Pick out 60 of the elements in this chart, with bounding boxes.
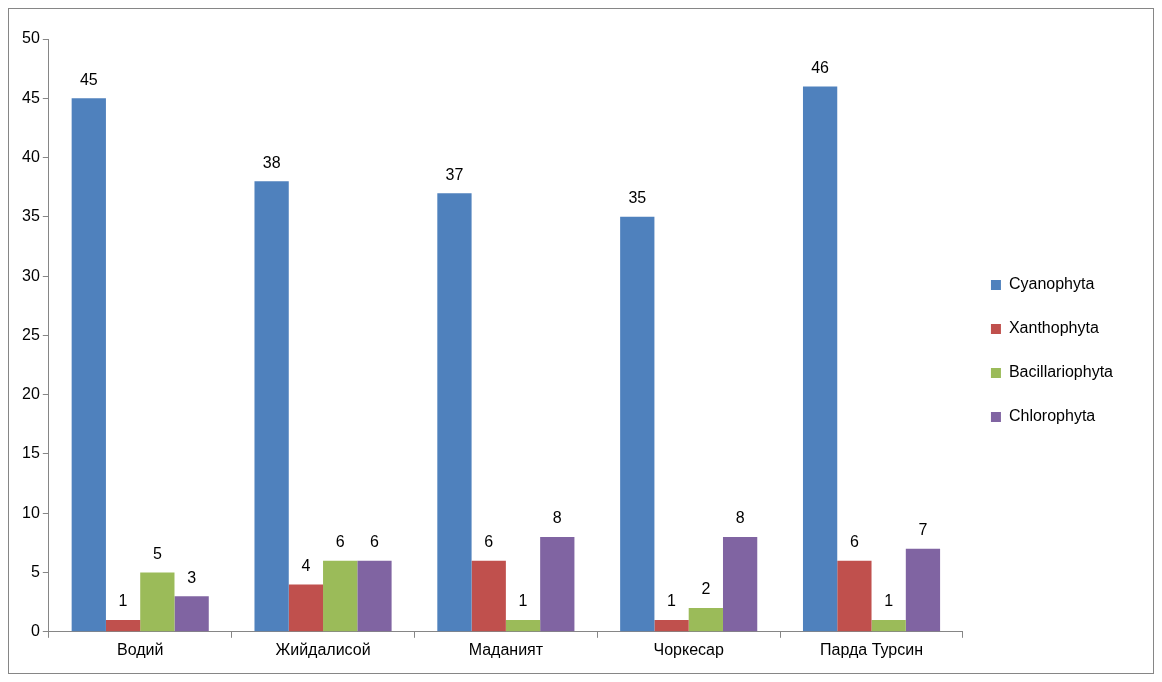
bar xyxy=(105,619,141,632)
bar xyxy=(174,596,209,632)
data-label: 1 xyxy=(667,592,677,610)
y-tick-label: 5 xyxy=(30,562,40,580)
x-tick-label: Парда Турсин xyxy=(820,640,924,658)
data-label: 2 xyxy=(701,580,711,598)
data-label: 6 xyxy=(370,533,380,551)
y-tick-label: 10 xyxy=(22,503,40,521)
data-label: 35 xyxy=(628,189,647,207)
y-tick-label: 25 xyxy=(22,325,40,343)
bar xyxy=(837,560,872,632)
y-tick-label: 30 xyxy=(22,266,40,284)
legend-label: Chlorophyta xyxy=(1008,407,1096,425)
data-label: 6 xyxy=(335,533,345,551)
data-label: 1 xyxy=(884,592,894,610)
bar xyxy=(357,560,392,632)
y-tick-label: 45 xyxy=(22,88,40,106)
data-label: 37 xyxy=(445,165,464,183)
bar xyxy=(71,98,106,632)
y-tick-label: 20 xyxy=(22,385,40,403)
bar xyxy=(540,536,575,632)
data-label: 5 xyxy=(152,544,162,562)
data-label: 6 xyxy=(484,533,494,551)
data-label: 3 xyxy=(187,568,197,586)
data-label: 46 xyxy=(811,58,830,76)
data-label: 8 xyxy=(735,509,745,527)
bar xyxy=(905,548,941,632)
bar xyxy=(871,619,906,632)
bar xyxy=(140,572,175,632)
legend-label: Xanthophyta xyxy=(1008,319,1099,337)
data-label: 45 xyxy=(79,70,98,88)
data-label: 1 xyxy=(118,592,128,610)
data-label: 8 xyxy=(552,509,562,527)
y-tick-label: 40 xyxy=(22,147,40,165)
data-label: 4 xyxy=(301,556,311,574)
legend-label: Bacillariophyta xyxy=(1008,363,1114,381)
bar xyxy=(288,584,324,632)
bar xyxy=(505,619,541,632)
x-tick-label: Жийдалисой xyxy=(275,640,371,658)
y-tick-label: 50 xyxy=(22,29,40,47)
bar xyxy=(654,619,689,632)
x-tick-label: Маданият xyxy=(468,640,544,658)
bar xyxy=(323,560,358,632)
bar xyxy=(722,536,758,632)
bar xyxy=(802,86,838,632)
y-tick-label: 15 xyxy=(22,444,40,462)
data-label: 1 xyxy=(518,592,528,610)
bar xyxy=(620,216,655,632)
data-label: 6 xyxy=(849,533,859,551)
x-tick-label: Чоркесар xyxy=(653,640,724,658)
data-label: 38 xyxy=(262,153,281,171)
bar xyxy=(471,560,506,632)
legend-label: Cyanophyta xyxy=(1008,275,1095,293)
bar xyxy=(254,181,289,632)
data-label: 7 xyxy=(918,521,928,539)
bar xyxy=(688,608,723,632)
bar xyxy=(437,193,472,632)
x-tick-label: Водий xyxy=(116,640,164,658)
y-tick-label: 35 xyxy=(22,207,40,225)
y-tick-label: 0 xyxy=(30,622,40,640)
